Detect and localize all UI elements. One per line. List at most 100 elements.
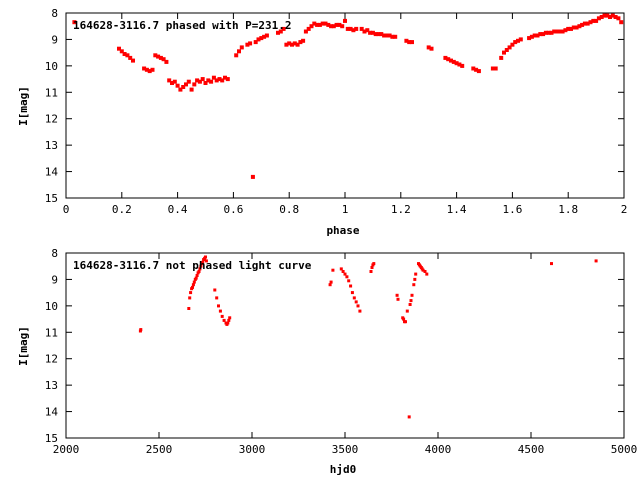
phased-plot-frame bbox=[65, 12, 625, 199]
unphased-data-point bbox=[331, 268, 335, 272]
unphased-data-point bbox=[408, 302, 412, 306]
phased-data-point bbox=[518, 37, 523, 42]
unphased-data-point bbox=[352, 296, 356, 300]
unphased-y-axis-label: I[mag] bbox=[17, 326, 30, 366]
unphased-chart-title: 164628-3116.7 not phased light curve bbox=[73, 259, 312, 272]
phased-data-point bbox=[476, 69, 481, 74]
unphased-data-point bbox=[349, 284, 353, 288]
phased-data-point bbox=[197, 79, 202, 84]
unphased-data-point bbox=[218, 309, 222, 313]
phased-data-point bbox=[167, 78, 172, 83]
phased-y-axis-label: I[mag] bbox=[17, 86, 30, 126]
phased-data-point bbox=[239, 45, 244, 50]
phased-data-point bbox=[225, 77, 230, 82]
phased-data-point bbox=[493, 66, 498, 71]
phased-data-point bbox=[172, 79, 177, 84]
unphased-data-point bbox=[410, 293, 414, 297]
phased-light-curve-panel: 0 0.2 0.4 0.6 0.8 1 1.2 1.4 1.6 1.8 2 8 9 10 11 12 13 14… bbox=[17, 7, 627, 237]
phased-data-point bbox=[253, 40, 258, 45]
phased-data-point bbox=[237, 49, 242, 54]
phased-data-point bbox=[342, 18, 347, 23]
phased-data-point bbox=[131, 58, 136, 63]
phased-data-point bbox=[248, 41, 253, 46]
unphased-data-point bbox=[188, 296, 192, 300]
phased-data-point bbox=[200, 77, 205, 82]
unphased-y-tick-label: 12 bbox=[45, 353, 58, 366]
phased-data-point bbox=[181, 85, 186, 90]
phased-y-tick-label: 8 bbox=[51, 7, 58, 20]
phased-data-point bbox=[619, 20, 624, 25]
phased-data-point bbox=[303, 29, 308, 34]
unphased-data-point bbox=[222, 318, 226, 322]
phased-data-point bbox=[150, 67, 155, 72]
unphased-data-point bbox=[339, 267, 343, 271]
phased-x-tick-label: 1.8 bbox=[558, 203, 578, 216]
unphased-data-point bbox=[204, 255, 208, 259]
phased-data-point bbox=[594, 18, 599, 23]
phased-data-point bbox=[616, 16, 621, 21]
phased-data-point bbox=[189, 87, 194, 92]
phased-x-tick-label: 0.4 bbox=[168, 203, 188, 216]
phased-data-point bbox=[117, 46, 122, 51]
unphased-data-point bbox=[413, 277, 417, 281]
phased-data-point bbox=[510, 42, 515, 47]
unphased-y-tick-label: 10 bbox=[45, 300, 58, 313]
unphased-y-tick-label: 9 bbox=[51, 273, 58, 286]
phased-data-point bbox=[211, 75, 216, 80]
phased-y-ticks: 8 9 10 11 12 13 14 15 bbox=[45, 7, 624, 205]
unphased-x-tick-label: 2000 bbox=[53, 443, 80, 456]
unphased-data-point bbox=[189, 291, 193, 295]
unphased-data-point bbox=[407, 415, 411, 419]
unphased-data-point bbox=[396, 297, 400, 301]
unphased-data-point bbox=[372, 262, 376, 266]
unphased-data-point bbox=[329, 280, 333, 284]
unphased-x-tick-label: 4500 bbox=[518, 443, 545, 456]
phased-data-point bbox=[393, 34, 398, 39]
unphased-y-tick-label: 15 bbox=[45, 432, 58, 445]
unphased-data-point bbox=[328, 283, 332, 287]
unphased-y-tick-label: 8 bbox=[51, 247, 58, 260]
phased-y-tick-label: 10 bbox=[45, 60, 58, 73]
phased-data-points bbox=[72, 13, 624, 179]
phased-data-point bbox=[365, 28, 370, 33]
phased-data-point bbox=[501, 50, 506, 55]
unphased-x-ticks: 2000 2500 3000 3500 4000 4500 5000 bbox=[53, 253, 637, 456]
unphased-y-tick-label: 11 bbox=[45, 326, 58, 339]
phased-data-point bbox=[306, 26, 311, 31]
phased-data-point bbox=[359, 26, 364, 31]
phased-data-point bbox=[354, 26, 359, 31]
phased-data-point bbox=[409, 40, 414, 45]
unphased-data-point bbox=[195, 273, 199, 277]
unphased-x-tick-label: 3500 bbox=[332, 443, 359, 456]
unphased-data-point bbox=[423, 269, 427, 273]
unphased-data-point bbox=[226, 321, 230, 325]
unphased-data-point bbox=[345, 275, 349, 279]
unphased-data-point bbox=[403, 320, 407, 324]
phased-data-point bbox=[72, 20, 77, 25]
unphased-y-tick-label: 14 bbox=[45, 406, 59, 419]
unphased-data-point bbox=[341, 269, 345, 273]
phased-data-point bbox=[164, 59, 169, 64]
unphased-plot-frame bbox=[65, 252, 625, 439]
unphased-data-point bbox=[370, 265, 374, 269]
unphased-data-point bbox=[347, 279, 351, 283]
unphased-y-tick-label: 13 bbox=[45, 379, 58, 392]
phased-data-point bbox=[119, 49, 124, 54]
unphased-data-point bbox=[395, 293, 399, 297]
phased-data-point bbox=[178, 87, 183, 92]
unphased-data-point bbox=[412, 283, 416, 287]
unphased-x-axis-label: hjd0 bbox=[330, 463, 357, 476]
phased-x-axis-label: phase bbox=[326, 224, 359, 237]
phased-data-point bbox=[278, 29, 283, 34]
phased-data-point bbox=[184, 82, 189, 87]
phased-data-point bbox=[309, 24, 314, 29]
unphased-data-point bbox=[228, 316, 232, 320]
unphased-data-point bbox=[201, 260, 205, 264]
unphased-data-point bbox=[217, 304, 221, 308]
phased-data-point bbox=[295, 42, 300, 47]
unphased-data-point bbox=[354, 300, 358, 304]
unphased-data-point bbox=[194, 276, 198, 280]
unphased-data-point bbox=[220, 314, 224, 318]
phased-data-point bbox=[203, 81, 208, 86]
phased-data-point bbox=[234, 53, 239, 58]
